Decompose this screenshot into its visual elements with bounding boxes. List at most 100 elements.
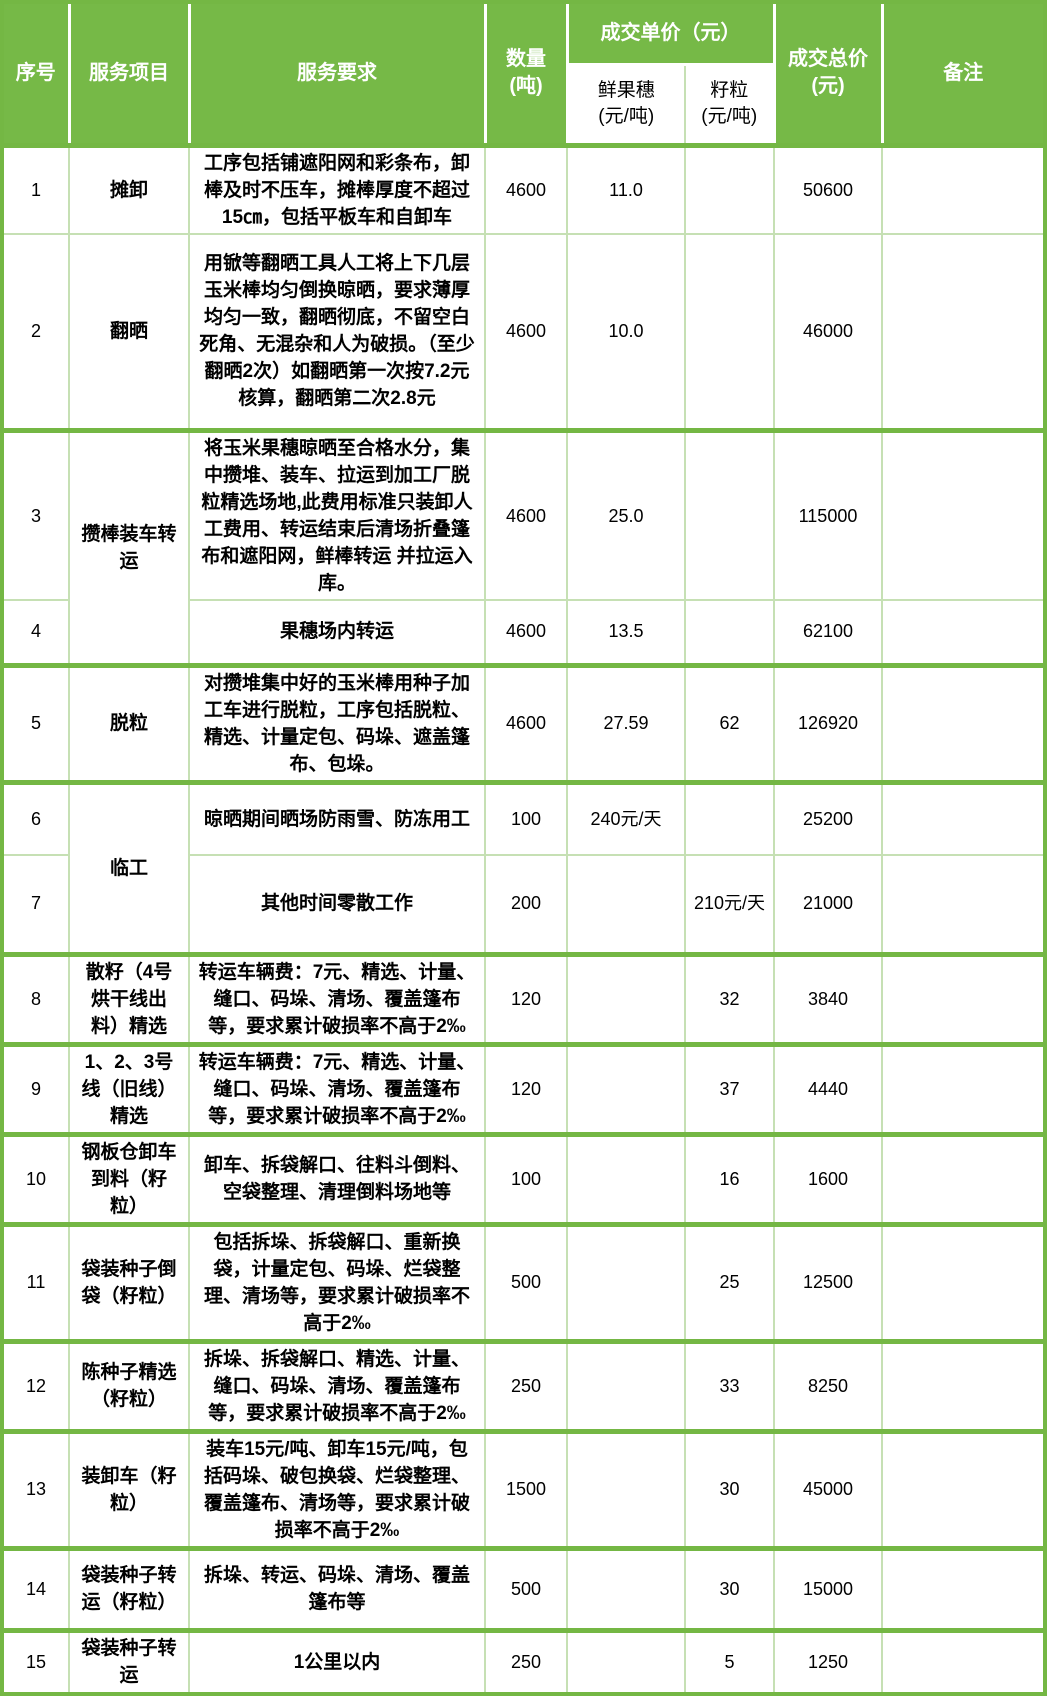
cell-fresh-price: [566, 1545, 686, 1631]
cell-no: 8: [1, 951, 70, 1045]
cell-quantity: 4600: [484, 142, 568, 235]
cell-total-price: 45000: [773, 1428, 883, 1549]
table-row: 1 摊卸 工序包括铺遮阳网和彩条布，卸棒及时不压车，摊棒厚度不超过15㎝，包括平…: [1, 142, 1046, 235]
cell-no: 3: [1, 428, 70, 601]
cell-fresh-price: [566, 951, 686, 1045]
cell-service-item: 钢板仓卸车到料（籽粒）: [68, 1131, 190, 1225]
cell-service-item: 陈种子精选（籽粒）: [68, 1338, 190, 1432]
cell-note: [881, 1221, 1046, 1342]
cell-grain-price: 25: [684, 1221, 775, 1342]
cell-grain-price: [684, 232, 775, 432]
cell-no: 14: [1, 1545, 70, 1631]
cell-no: 4: [1, 599, 70, 666]
cell-grain-price: 30: [684, 1428, 775, 1549]
header-quantity: 数量 (吨): [483, 0, 569, 147]
header-grain-subcolumn: 籽粒 (元/吨): [684, 63, 775, 146]
cell-service-requirement: 晾晒期间晒场防雨雪、防冻用工: [188, 779, 486, 856]
cell-fresh-price: [566, 1221, 686, 1342]
cell-note: [881, 599, 1046, 666]
cell-total-price: 1250: [773, 1627, 883, 1695]
cell-quantity: 4600: [484, 599, 568, 666]
table-row: 7 其他时间零散工作 200 210元/天 21000: [1, 854, 1046, 955]
cell-no: 5: [1, 662, 70, 783]
cell-quantity: 4600: [484, 232, 568, 432]
cell-service-requirement: 转运车辆费：7元、精选、计量、缝口、码垛、清场、覆盖篷布等，要求累计破损率不高于…: [188, 951, 486, 1045]
cell-fresh-price: [566, 1627, 686, 1695]
cell-service-requirement: 其他时间零散工作: [188, 854, 486, 955]
cell-grain-price: 33: [684, 1338, 775, 1432]
cell-service-item: 袋装种子转运（籽粒）: [68, 1545, 190, 1631]
cell-service-requirement: 卸车、拆袋解口、往料斗倒料、空袋整理、清理倒料场地等: [188, 1131, 486, 1225]
cell-service-item-merged: 攒棒装车转运: [68, 428, 190, 666]
header-service-requirement: 服务要求: [187, 0, 487, 147]
cell-no: 1: [1, 142, 70, 235]
cell-quantity: 500: [484, 1221, 568, 1342]
cell-note: [881, 854, 1046, 955]
cell-quantity: 1500: [484, 1428, 568, 1549]
cell-total-price: 115000: [773, 428, 883, 601]
cell-note: [881, 1545, 1046, 1631]
cell-grain-price: 5: [684, 1627, 775, 1695]
cell-no: 10: [1, 1131, 70, 1225]
cell-quantity: 120: [484, 1041, 568, 1135]
cell-note: [881, 1338, 1046, 1432]
table-row: 9 1、2、3号线（旧线）精选 转运车辆费：7元、精选、计量、缝口、码垛、清场、…: [1, 1041, 1046, 1135]
cell-note: [881, 1131, 1046, 1225]
cell-total-price: 62100: [773, 599, 883, 666]
cell-grain-price: [684, 599, 775, 666]
table-row: 11 袋装种子倒袋（籽粒） 包括拆垛、拆袋解口、重新换袋，计量定包、码垛、烂袋整…: [1, 1221, 1046, 1342]
cell-service-requirement: 包括拆垛、拆袋解口、重新换袋，计量定包、码垛、烂袋整理、清场等，要求累计破损率不…: [188, 1221, 486, 1342]
header-total-price: 成交总价 (元): [772, 0, 884, 147]
cell-total-price: 3840: [773, 951, 883, 1045]
cell-grain-price: 32: [684, 951, 775, 1045]
cell-total-price: 50600: [773, 142, 883, 235]
cell-service-item: 脱粒: [68, 662, 190, 783]
cell-service-item: 袋装种子倒袋（籽粒）: [68, 1221, 190, 1342]
table-header: 序号 服务项目 服务要求 数量 (吨) 成交单价（元） 成交总价 (元) 备注 …: [0, 0, 1047, 147]
cell-fresh-price: [566, 1338, 686, 1432]
cell-service-requirement: 用锨等翻晒工具人工将上下几层玉米棒均匀倒换晾晒，要求薄厚均匀一致，翻晒彻底，不留…: [188, 232, 486, 432]
cell-note: [881, 779, 1046, 856]
cell-total-price: 15000: [773, 1545, 883, 1631]
cell-service-item: 装卸车（籽粒）: [68, 1428, 190, 1549]
cell-grain-price: [684, 779, 775, 856]
cell-fresh-price: 240元/天: [566, 779, 686, 856]
cell-fresh-price: 10.0: [566, 232, 686, 432]
cell-quantity: 4600: [484, 662, 568, 783]
cell-grain-price: 30: [684, 1545, 775, 1631]
cell-service-requirement: 装车15元/吨、卸车15元/吨，包括码垛、破包换袋、烂袋整理、覆盖篷布、清场等，…: [188, 1428, 486, 1549]
cell-note: [881, 951, 1046, 1045]
cell-grain-price: [684, 142, 775, 235]
cell-service-item: 散籽（4号烘干线出料）精选: [68, 951, 190, 1045]
cell-note: [881, 428, 1046, 601]
cell-service-item-merged: 临工: [68, 779, 190, 955]
cell-grain-price: 62: [684, 662, 775, 783]
cell-grain-price: 37: [684, 1041, 775, 1135]
cell-total-price: 21000: [773, 854, 883, 955]
cell-quantity: 500: [484, 1545, 568, 1631]
header-service-item: 服务项目: [67, 0, 191, 147]
header-no: 序号: [0, 0, 71, 147]
cell-no: 6: [1, 779, 70, 856]
table-row: 2 翻晒 用锨等翻晒工具人工将上下几层玉米棒均匀倒换晾晒，要求薄厚均匀一致，翻晒…: [1, 232, 1046, 432]
cell-quantity: 100: [484, 779, 568, 856]
cell-no: 13: [1, 1428, 70, 1549]
cell-note: [881, 1041, 1046, 1135]
cell-total-price: 25200: [773, 779, 883, 856]
cell-service-requirement: 转运车辆费：7元、精选、计量、缝口、码垛、清场、覆盖篷布等，要求累计破损率不高于…: [188, 1041, 486, 1135]
cell-grain-price: [684, 428, 775, 601]
cell-fresh-price: [566, 854, 686, 955]
cell-service-item: 1、2、3号线（旧线）精选: [68, 1041, 190, 1135]
cell-fresh-price: 25.0: [566, 428, 686, 601]
cell-note: [881, 662, 1046, 783]
table-row: 14 袋装种子转运（籽粒） 拆垛、转运、码垛、清场、覆盖篷布等 500 30 1…: [1, 1545, 1046, 1631]
cell-service-requirement: 将玉米果穗晾晒至合格水分，集中攒堆、装车、拉运到加工厂脱粒精选场地,此费用标准只…: [188, 428, 486, 601]
table-row: 8 散籽（4号烘干线出料）精选 转运车辆费：7元、精选、计量、缝口、码垛、清场、…: [1, 951, 1046, 1045]
cell-quantity: 4600: [484, 428, 568, 601]
cell-grain-price: 210元/天: [684, 854, 775, 955]
table-row: 10 钢板仓卸车到料（籽粒） 卸车、拆袋解口、往料斗倒料、空袋整理、清理倒料场地…: [1, 1131, 1046, 1225]
cell-no: 12: [1, 1338, 70, 1432]
header-note: 备注: [880, 0, 1047, 147]
cell-total-price: 46000: [773, 232, 883, 432]
